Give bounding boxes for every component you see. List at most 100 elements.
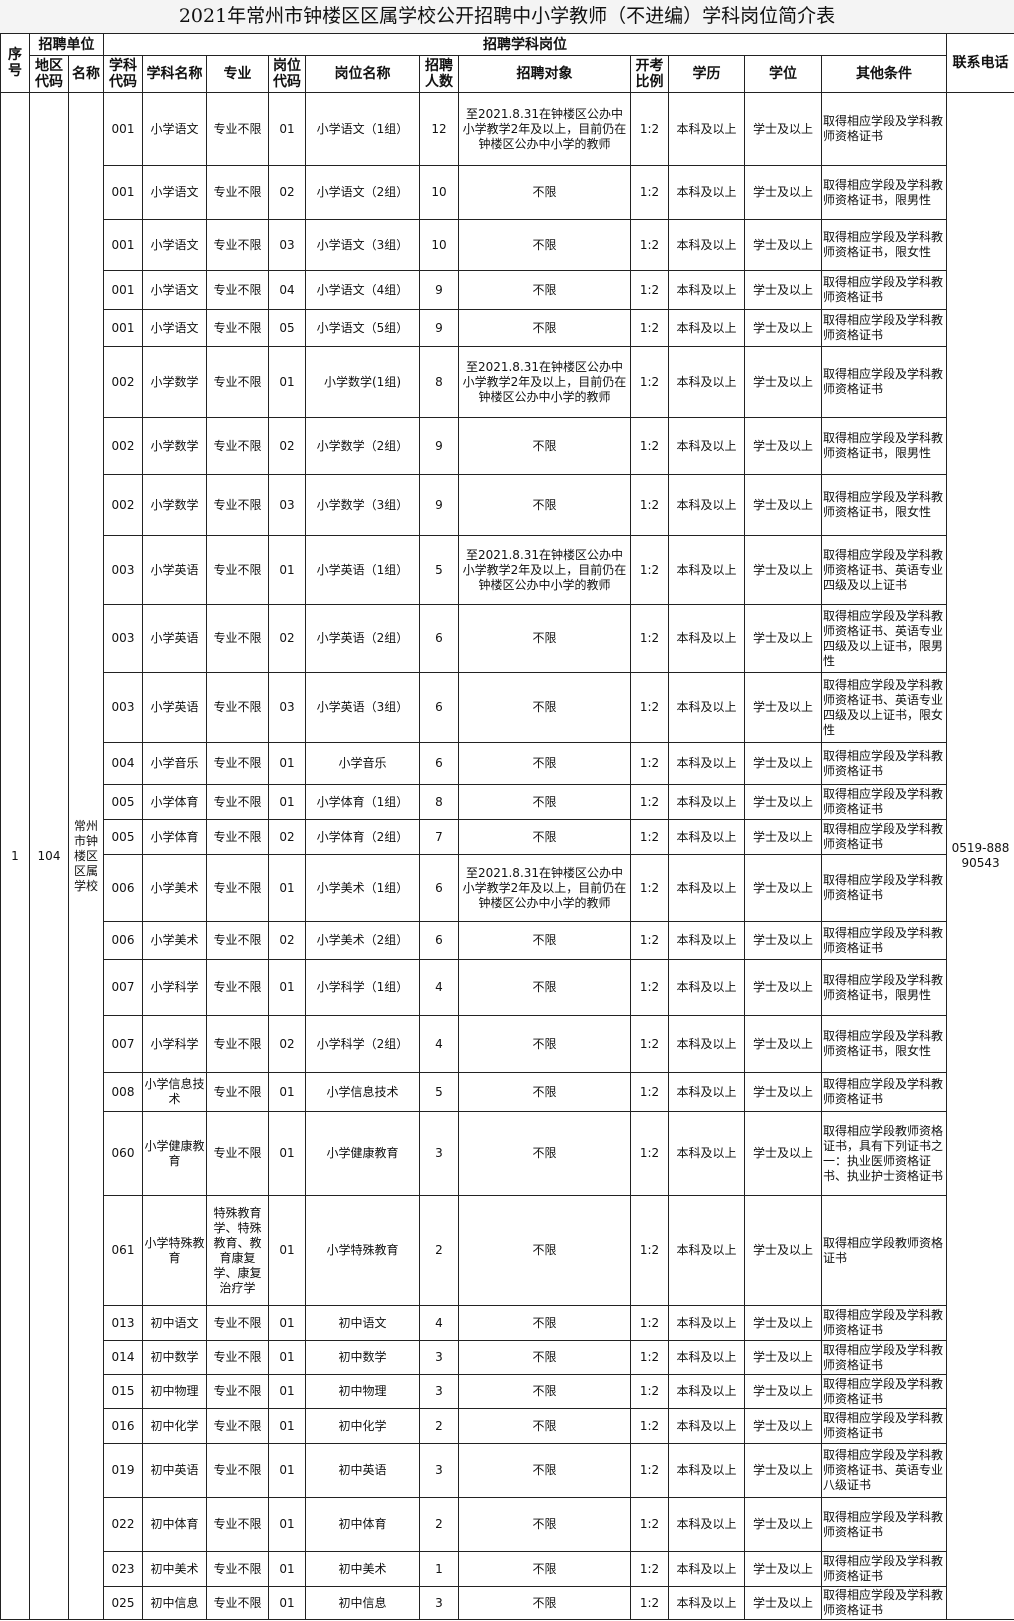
count-cell: 5 <box>419 535 459 605</box>
count-cell: 8 <box>419 784 459 820</box>
post-code-cell: 02 <box>268 165 306 220</box>
other-cell: 取得相应学段及学科教师资格证书 <box>820 1586 948 1620</box>
subject-name-cell: 小学数学 <box>142 346 207 418</box>
post-code-cell: 01 <box>268 346 306 418</box>
other-cell: 取得相应学段及学科教师资格证书，限女性 <box>820 1015 948 1073</box>
table-row: 008 小学信息技术 专业不限 01 小学信息技术 5 不限 1:2 本科及以上 学士及以上 取得相… <box>1 1072 1014 1112</box>
header-seq: 序号 <box>0 33 30 93</box>
header-area-code: 地区代码 <box>29 55 69 93</box>
table-row: 003 小学英语 专业不限 03 小学英语（3组） 6 不限 1:2 本科及以上 学士及以上 取得相… <box>1 672 1014 743</box>
other-cell: 取得相应学段及学科教师资格证书 <box>820 1551 948 1587</box>
subject-name-cell: 小学英语 <box>142 535 207 605</box>
subject-code-cell: 003 <box>103 535 143 605</box>
target-cell: 不限 <box>458 1305 631 1341</box>
other-cell: 取得相应学段及学科教师资格证书 <box>820 1305 948 1341</box>
post-name-cell: 小学体育（1组） <box>305 784 420 820</box>
post-name-cell: 小学语文（2组） <box>305 165 420 220</box>
target-cell: 至2021.8.31在钟楼区公办中小学教学2年及以上，目前仍在钟楼区公办中小学的… <box>458 854 631 922</box>
post-name-cell: 小学英语（2组） <box>305 604 420 673</box>
subject-name-cell: 小学体育 <box>142 819 207 855</box>
subject-name-cell: 小学英语 <box>142 604 207 673</box>
post-name-cell: 小学科学（2组） <box>305 1015 420 1073</box>
degree-cell: 学士及以上 <box>744 1443 822 1498</box>
ratio-cell: 1:2 <box>630 1374 669 1409</box>
table-row: 007 小学科学 专业不限 02 小学科学（2组） 4 不限 1:2 本科及以上 学士及以上 取得相… <box>1 1015 1014 1073</box>
ratio-cell: 1:2 <box>630 92 669 166</box>
target-cell: 不限 <box>458 1015 631 1073</box>
target-cell: 不限 <box>458 921 631 960</box>
ratio-cell: 1:2 <box>630 1340 669 1375</box>
other-cell: 取得相应学段及学科教师资格证书，限男性 <box>820 417 948 475</box>
subject-code-cell: 025 <box>103 1586 143 1620</box>
count-cell: 10 <box>419 165 459 220</box>
table-row: 060 小学健康教育 专业不限 01 小学健康教育 3 不限 1:2 本科及以上 学士及以上 取得相… <box>1 1111 1014 1196</box>
major-cell: 专业不限 <box>206 819 269 855</box>
degree-cell: 学士及以上 <box>744 92 822 166</box>
header-subject-name: 学科名称 <box>142 55 207 93</box>
subject-name-cell: 小学信息技术 <box>142 1072 207 1112</box>
degree-cell: 学士及以上 <box>744 1340 822 1375</box>
education-cell: 本科及以上 <box>668 309 745 347</box>
target-cell: 不限 <box>458 1340 631 1375</box>
ratio-cell: 1:2 <box>630 1015 669 1073</box>
subject-code-cell: 001 <box>103 309 143 347</box>
table-row: 003 小学英语 专业不限 02 小学英语（2组） 6 不限 1:2 本科及以上 学士及以上 取得相… <box>1 604 1014 673</box>
major-cell: 专业不限 <box>206 346 269 418</box>
table-row: 001 小学语文 专业不限 05 小学语文（5组） 9 不限 1:2 本科及以上 学士及以上 取得相… <box>1 309 1014 347</box>
header-unit-group: 招聘单位 <box>29 33 104 56</box>
post-name-cell: 初中信息 <box>305 1586 420 1620</box>
subject-code-cell: 005 <box>103 784 143 820</box>
header-major: 专业 <box>206 55 269 93</box>
subject-name-cell: 小学数学 <box>142 474 207 536</box>
post-code-cell: 01 <box>268 854 306 922</box>
subject-name-cell: 小学特殊教育 <box>142 1195 207 1306</box>
major-cell: 专业不限 <box>206 474 269 536</box>
post-code-cell: 01 <box>268 1497 306 1552</box>
major-cell: 专业不限 <box>206 535 269 605</box>
subject-code-cell: 013 <box>103 1305 143 1341</box>
post-code-cell: 01 <box>268 1374 306 1409</box>
major-cell: 专业不限 <box>206 92 269 166</box>
post-name-cell: 小学语文（5组） <box>305 309 420 347</box>
post-code-cell: 05 <box>268 309 306 347</box>
other-cell: 取得相应学段及学科教师资格证书 <box>820 854 948 922</box>
other-cell: 取得相应学段及学科教师资格证书 <box>820 1408 948 1444</box>
other-cell: 取得相应学段及学科教师资格证书 <box>820 784 948 820</box>
major-cell: 专业不限 <box>206 1497 269 1552</box>
ratio-cell: 1:2 <box>630 309 669 347</box>
other-cell: 取得相应学段及学科教师资格证书，限女性 <box>820 219 948 271</box>
header-name: 名称 <box>68 55 104 93</box>
post-name-cell: 初中物理 <box>305 1374 420 1409</box>
target-cell: 不限 <box>458 417 631 475</box>
positions-table: 序号 招聘单位 招聘学科岗位 联系电话 地区代码 名称 学科代码 学科名称 专业… <box>0 33 1014 1620</box>
count-cell: 2 <box>419 1408 459 1444</box>
degree-cell: 学士及以上 <box>744 1586 822 1620</box>
ratio-cell: 1:2 <box>630 1586 669 1620</box>
target-cell: 不限 <box>458 474 631 536</box>
table-row: 004 小学音乐 专业不限 01 小学音乐 6 不限 1:2 本科及以上 学士及以上 取得相应学段及… <box>1 742 1014 785</box>
ratio-cell: 1:2 <box>630 1305 669 1341</box>
degree-cell: 学士及以上 <box>744 1015 822 1073</box>
target-cell: 不限 <box>458 672 631 743</box>
post-name-cell: 初中数学 <box>305 1340 420 1375</box>
degree-cell: 学士及以上 <box>744 672 822 743</box>
post-name-cell: 小学英语（3组） <box>305 672 420 743</box>
other-cell: 取得相应学段及学科教师资格证书 <box>820 309 948 347</box>
major-cell: 专业不限 <box>206 1305 269 1341</box>
ratio-cell: 1:2 <box>630 921 669 960</box>
header-degree: 学位 <box>744 55 822 93</box>
target-cell: 不限 <box>458 1374 631 1409</box>
post-name-cell: 初中体育 <box>305 1497 420 1552</box>
count-cell: 4 <box>419 1305 459 1341</box>
table-row: 001 小学语文 专业不限 04 小学语文（4组） 9 不限 1:2 本科及以上 学士及以上 取得相… <box>1 270 1014 310</box>
education-cell: 本科及以上 <box>668 219 745 271</box>
major-cell: 专业不限 <box>206 1340 269 1375</box>
degree-cell: 学士及以上 <box>744 1111 822 1196</box>
subject-code-cell: 006 <box>103 854 143 922</box>
table-row: 001 小学语文 专业不限 03 小学语文（3组） 10 不限 1:2 本科及以上 学士及以上 取得… <box>1 219 1014 271</box>
ratio-cell: 1:2 <box>630 959 669 1016</box>
target-cell: 不限 <box>458 270 631 310</box>
count-cell: 5 <box>419 1072 459 1112</box>
header-post-name: 岗位名称 <box>305 55 420 93</box>
table-row: 002 小学数学 专业不限 01 小学数学(1组) 8 至2021.8.31在钟楼区公办中小… <box>1 346 1014 418</box>
